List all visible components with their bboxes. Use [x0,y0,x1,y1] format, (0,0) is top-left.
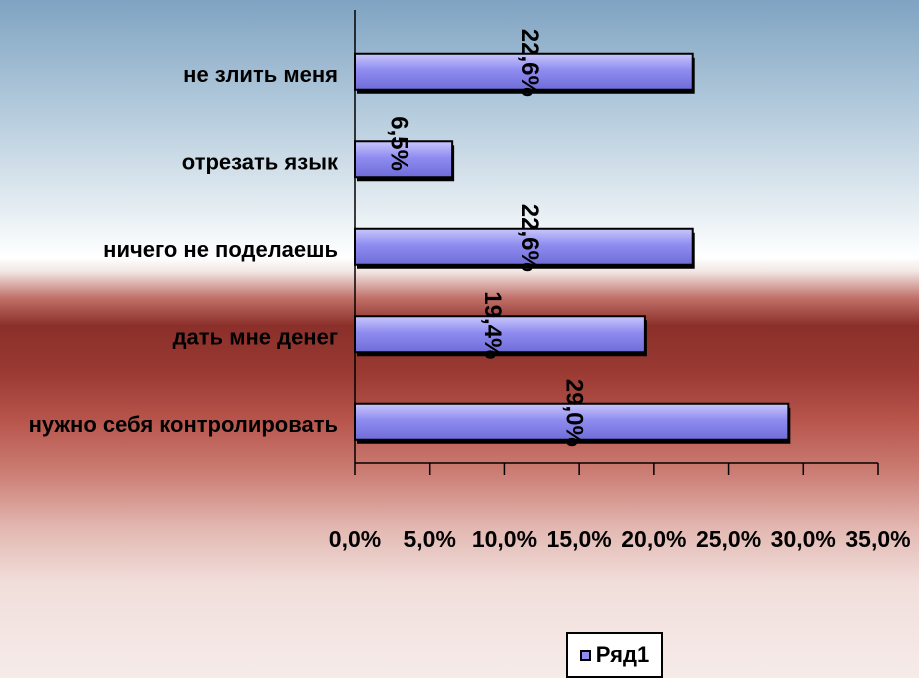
category-labels: не злить меня отрезать язык ничего не поде… [29,62,339,437]
bar [354,227,694,266]
category-label: отрезать язык [182,149,339,174]
legend-swatch [579,649,591,661]
data-label: 29,0% [561,379,588,447]
x-tick-label: 30,0% [771,526,836,552]
category-label: дать мне денег [173,324,338,349]
x-tick-label: 15,0% [547,526,612,552]
category-label: нужно себя контролировать [29,412,338,437]
data-label: 6,5% [386,116,413,171]
bar [354,315,646,354]
bar [354,52,694,91]
bar-chart: не злить меня отрезать язык ничего не поде… [29,10,911,552]
bars-group [354,52,791,444]
x-tick-label: 20,0% [621,526,686,552]
category-label: ничего не поделаешь [103,237,338,262]
x-tick-label: 0,0% [329,526,381,552]
data-label: 22,6% [516,29,543,97]
data-label: 22,6% [516,204,543,272]
bar [354,402,790,441]
data-label: 19,4% [479,291,506,359]
legend: Ряд1 [566,632,663,678]
data-labels: 22,6% 6,5% 22,6% 19,4% 29,0% [386,29,588,447]
category-label: не злить меня [183,62,338,87]
x-tick-label: 25,0% [696,526,761,552]
x-tick-label: 35,0% [845,526,910,552]
x-tick-label: 10,0% [472,526,537,552]
x-axis: 0,0% 5,0% 10,0% 15,0% 20,0% 25,0% 30,0% 35,0% [329,10,911,552]
legend-label: Ряд1 [595,642,650,667]
x-tick-label: 5,0% [403,526,455,552]
